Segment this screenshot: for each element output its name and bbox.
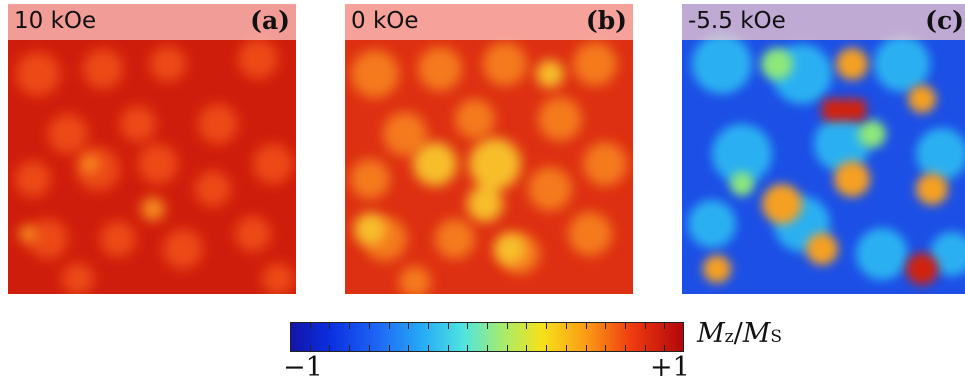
colorbar-tick — [585, 322, 587, 329]
field-label-c: -5.5 kOe — [688, 8, 786, 34]
colorbar-tick — [388, 322, 390, 329]
colorbar-tick — [624, 345, 626, 352]
panel-header-a — [8, 4, 296, 40]
panel-tag-c: (c) — [925, 6, 964, 35]
colorbar-tick — [427, 322, 429, 329]
panel-tag-b: (b) — [585, 6, 627, 35]
colorbar-label-slash: / — [733, 318, 743, 349]
colorbar-max-label: +1 — [650, 352, 690, 383]
colorbar-tick — [487, 322, 488, 329]
colorbar-tick — [447, 322, 449, 329]
colorbar-tick — [349, 322, 351, 329]
colorbar-tick — [487, 345, 488, 352]
colorbar-tick — [329, 322, 331, 329]
colorbar-tick — [565, 345, 567, 352]
colorbar-label-m: M — [697, 318, 725, 349]
magnetization-map-c — [682, 4, 965, 294]
colorbar-label: Mz/MS — [697, 318, 782, 349]
colorbar-tick — [309, 345, 311, 352]
colorbar-tick — [624, 322, 626, 329]
colorbar-tick — [644, 322, 646, 329]
colorbar-tick — [664, 322, 666, 329]
panel-b: 0 kOe (b) — [345, 4, 633, 294]
colorbar-tick — [585, 345, 587, 352]
colorbar-tick — [605, 322, 607, 329]
colorbar-tick — [368, 345, 370, 352]
colorbar-tick — [526, 345, 528, 352]
magnetization-map-a — [8, 4, 296, 294]
colorbar-tick — [408, 345, 410, 352]
colorbar-label-sub-s: S — [770, 327, 783, 347]
colorbar-tick — [644, 345, 646, 352]
colorbar-tick — [565, 322, 567, 329]
colorbar-label-m2: M — [742, 318, 771, 349]
colorbar-tick — [506, 322, 508, 329]
colorbar-tick — [349, 345, 351, 352]
panel-header-b — [345, 4, 633, 40]
panel-c: -5.5 kOe (c) — [682, 4, 965, 294]
field-label-b: 0 kOe — [351, 8, 419, 34]
colorbar-tick — [664, 345, 666, 352]
colorbar-tick — [506, 345, 508, 352]
magnetization-map-b — [345, 4, 633, 294]
colorbar-tick — [467, 322, 469, 329]
colorbar-tick — [447, 345, 449, 352]
colorbar-tick — [368, 322, 370, 329]
colorbar-tick — [329, 345, 331, 352]
colorbar — [290, 322, 684, 352]
field-label-a: 10 kOe — [14, 8, 97, 34]
colorbar-tick — [408, 322, 410, 329]
colorbar-tick — [546, 345, 548, 352]
colorbar-tick — [526, 322, 528, 329]
colorbar-tick — [309, 322, 311, 329]
panel-tag-a: (a) — [250, 6, 290, 35]
colorbar-label-sub-z: z — [724, 327, 734, 347]
panel-header-c — [682, 4, 965, 40]
colorbar-tick — [388, 345, 390, 352]
panel-a: 10 kOe (a) — [8, 4, 296, 294]
colorbar-tick — [546, 322, 548, 329]
colorbar-tick — [427, 345, 429, 352]
colorbar-tick — [605, 345, 607, 352]
colorbar-tick — [467, 345, 469, 352]
colorbar-min-label: −1 — [283, 352, 323, 383]
